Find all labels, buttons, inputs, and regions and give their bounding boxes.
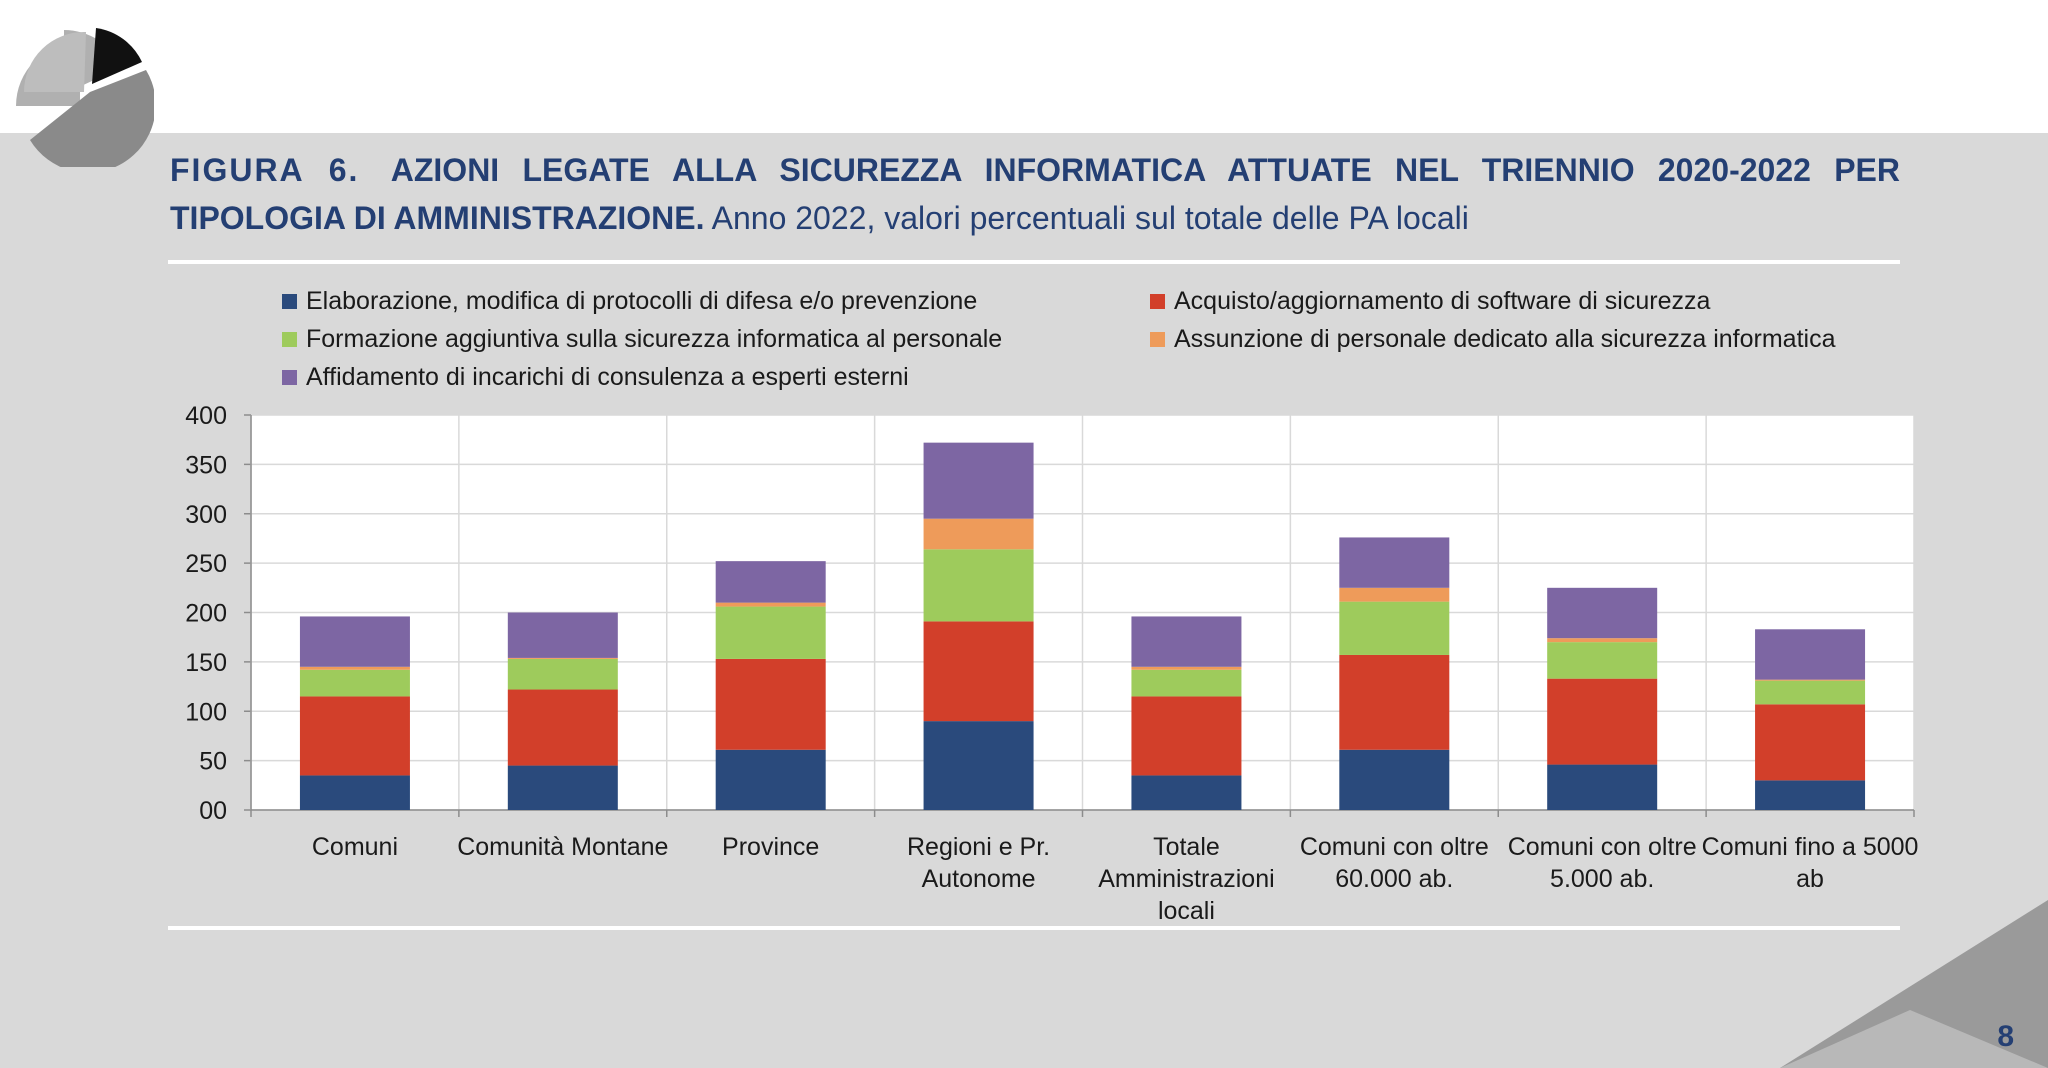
legend-swatch <box>282 370 297 385</box>
bar-segment-protocolli <box>299 775 410 810</box>
bar-segment-consulenza <box>1339 537 1450 588</box>
legend-item-assunzione: Assunzione di personale dedicato alla si… <box>1150 325 1835 354</box>
legend-item-software: Acquisto/aggiornamento di software di si… <box>1150 287 1710 316</box>
bar-segment-assunzione <box>299 666 410 670</box>
bottom-divider <box>168 926 1900 930</box>
figure-heading: FIGURA 6. AZIONI LEGATE ALLA SICUREZZA I… <box>170 146 1900 242</box>
top-divider <box>168 260 1900 264</box>
y-tick-label: 300 <box>185 501 227 529</box>
bar-segment-software <box>1755 704 1866 781</box>
y-tick-label: 100 <box>185 698 227 726</box>
bar-segment-formazione <box>1131 669 1242 697</box>
y-tick-label: 200 <box>185 600 227 628</box>
bar-segment-formazione <box>923 549 1034 622</box>
x-category-label: Comuni fino a 5000 <box>1702 833 1919 861</box>
bar-segment-consulenza <box>1131 616 1242 667</box>
bar-segment-software <box>715 658 826 750</box>
bar-segment-consulenza <box>923 442 1034 519</box>
bar-segment-assunzione <box>1755 679 1866 681</box>
y-tick-label: 400 <box>185 402 227 430</box>
figure-label: FIGURA 6. <box>170 152 360 188</box>
x-category-label: Comuni con oltre <box>1300 833 1489 861</box>
bar-segment-software <box>507 689 618 766</box>
legend-label: Acquisto/aggiornamento di software di si… <box>1174 287 1711 315</box>
bar-segment-protocolli <box>1755 780 1866 810</box>
bar-segment-assunzione <box>1131 666 1242 670</box>
legend-label: Elaborazione, modifica di protocolli di … <box>306 287 978 315</box>
page-number: 8 <box>1997 1020 2014 1053</box>
bar-segment-protocolli <box>507 765 618 810</box>
pie-logo-icon <box>16 28 154 167</box>
x-category-label: Comunità Montane <box>457 833 668 861</box>
bar-segment-protocolli <box>1547 764 1658 810</box>
x-category-label: Amministrazioni <box>1098 865 1274 893</box>
bar-segment-formazione <box>1755 680 1866 705</box>
bar-segment-assunzione <box>923 518 1034 550</box>
x-category-label: Comuni <box>312 833 398 861</box>
y-tick-label: 00 <box>199 797 227 825</box>
legend-label: Assunzione di personale dedicato alla si… <box>1174 325 1836 353</box>
bar-segment-formazione <box>507 658 618 690</box>
legend-swatch <box>1150 294 1165 309</box>
bar-segment-software <box>1547 678 1658 765</box>
bar-segment-formazione <box>1547 642 1658 679</box>
y-tick-label: 50 <box>199 748 227 776</box>
bar-segment-consulenza <box>299 616 410 667</box>
x-category-label: ab <box>1796 865 1824 893</box>
legend-swatch <box>1150 332 1165 347</box>
bar-segment-software <box>1131 696 1242 776</box>
bar-segment-software <box>923 621 1034 722</box>
legend-item-consulenza: Affidamento di incarichi di consulenza a… <box>282 363 909 392</box>
bar-segment-software <box>1339 654 1450 750</box>
legend-swatch <box>282 332 297 347</box>
figure-subtitle: Anno 2022, valori percentuali sul totale… <box>711 200 1469 236</box>
bar-segment-formazione <box>715 606 826 659</box>
y-tick-label: 350 <box>185 451 227 479</box>
bar-segment-protocolli <box>923 721 1034 810</box>
legend-label: Formazione aggiuntiva sulla sicurezza in… <box>306 325 1003 353</box>
x-category-label: Totale <box>1153 833 1220 861</box>
bar-segment-assunzione <box>1339 587 1450 602</box>
x-category-label: Regioni e Pr. <box>907 833 1050 861</box>
bar-segment-formazione <box>1339 601 1450 655</box>
y-tick-label: 150 <box>185 649 227 677</box>
x-category-label: 5.000 ab. <box>1550 865 1654 893</box>
bar-segment-protocolli <box>1339 749 1450 810</box>
bar-segment-formazione <box>299 669 410 697</box>
bar-segment-assunzione <box>507 657 618 659</box>
x-category-label: Comuni con oltre <box>1508 833 1697 861</box>
bar-segment-protocolli <box>1131 775 1242 810</box>
bar-segment-consulenza <box>507 612 618 658</box>
bar-segment-assunzione <box>1547 638 1658 643</box>
legend-item-formazione: Formazione aggiuntiva sulla sicurezza in… <box>282 325 1002 354</box>
bar-segment-protocolli <box>715 749 826 810</box>
x-category-label: locali <box>1158 897 1215 925</box>
bar-segment-consulenza <box>1547 587 1658 639</box>
x-category-label: 60.000 ab. <box>1335 865 1453 893</box>
bar-segment-consulenza <box>715 561 826 603</box>
legend-swatch <box>282 294 297 309</box>
x-category-label: Province <box>722 833 819 861</box>
bar-segment-assunzione <box>715 602 826 607</box>
figure-title: AZIONI LEGATE ALLA SICUREZZA INFORMATICA… <box>170 152 1901 236</box>
x-category-label: Autonome <box>922 865 1036 893</box>
bar-segment-software <box>299 696 410 776</box>
legend-item-protocolli: Elaborazione, modifica di protocolli di … <box>282 287 977 316</box>
bar-segment-consulenza <box>1755 629 1866 680</box>
y-tick-label: 250 <box>185 550 227 578</box>
legend-label: Affidamento di incarichi di consulenza a… <box>306 363 909 391</box>
